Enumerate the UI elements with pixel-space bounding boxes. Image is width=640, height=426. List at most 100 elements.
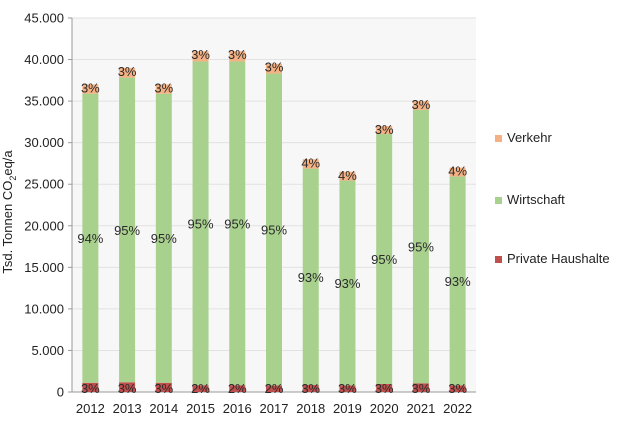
data-label-private-haushalte: 3% (412, 381, 431, 396)
bar-wirtschaft (192, 61, 209, 386)
bar-verkehr (449, 167, 466, 177)
data-label-verkehr: 3% (191, 47, 210, 62)
y-axis-label: Tsd. Tonnen CO2eq/a (0, 150, 18, 274)
data-label-wirtschaft: 95% (114, 223, 140, 238)
bar-verkehr (266, 63, 282, 74)
data-label-private-haushalte: 3% (81, 381, 100, 396)
bar-group-2021: 3% 95% 3% (408, 97, 434, 396)
legend-item-wirtschaft: Wirtschaft (495, 192, 565, 207)
bar-wirtschaft (302, 168, 319, 386)
y-tick-label: 35.000 (24, 94, 64, 109)
bar-private-haushalte (266, 385, 282, 392)
bar-private-haushalte (229, 385, 246, 392)
bar-group-2019: 3% 93% 4% (334, 168, 360, 396)
data-label-verkehr: 4% (301, 155, 320, 170)
bar-private-haushalte (155, 382, 172, 392)
y-tick-label: 10.000 (24, 301, 64, 316)
bar-group-2020: 3% 95% 3% (371, 122, 397, 396)
data-label-verkehr: 4% (448, 164, 467, 179)
bar-group-2014: 3% 95% 3% (151, 80, 177, 396)
x-tick-label: 2017 (260, 401, 289, 416)
data-label-wirtschaft: 95% (188, 216, 214, 231)
x-tick-label: 2021 (406, 401, 435, 416)
legend-swatch (495, 256, 502, 263)
bar-group-2017: 2% 95% 3% (261, 60, 287, 396)
data-label-verkehr: 3% (154, 80, 173, 95)
data-label-verkehr: 3% (412, 97, 431, 112)
data-label-private-haushalte: 3% (448, 381, 467, 396)
bar-private-haushalte (192, 385, 209, 392)
bar-group-2016: 2% 95% 3% (224, 47, 250, 396)
bar-group-2022: 3% 93% 4% (445, 164, 471, 396)
bar-group-2012: 3% 94% 3% (77, 80, 103, 396)
bar-wirtschaft (82, 93, 99, 383)
legend-label: Wirtschaft (507, 192, 565, 207)
bar-private-haushalte (449, 385, 466, 392)
data-label-wirtschaft: 94% (77, 231, 103, 246)
bar-wirtschaft (449, 176, 466, 386)
data-label-private-haushalte: 3% (301, 381, 320, 396)
data-label-private-haushalte: 3% (338, 381, 357, 396)
bar-verkehr (119, 67, 136, 78)
x-tick-label: 2014 (149, 401, 178, 416)
data-label-wirtschaft: 93% (298, 270, 324, 285)
x-tick-label: 2019 (333, 401, 362, 416)
x-tick-label: 2012 (76, 401, 105, 416)
bar-wirtschaft (119, 77, 136, 383)
data-label-verkehr: 3% (81, 80, 100, 95)
legend: Verkehr Wirtschaft Private Haushalte (495, 130, 610, 266)
legend-item-private-haushalte: Private Haushalte (495, 251, 610, 266)
x-tick-label: 2022 (443, 401, 472, 416)
legend-swatch (495, 135, 502, 142)
legend-label: Verkehr (507, 130, 552, 145)
y-axis-label-subscript: 2 (8, 176, 18, 181)
y-tick-label: 15.000 (24, 260, 64, 275)
data-label-wirtschaft: 95% (261, 222, 287, 237)
data-label-private-haushalte: 2% (228, 381, 247, 396)
data-label-verkehr: 3% (118, 64, 137, 79)
data-label-wirtschaft: 95% (224, 216, 250, 231)
data-label-wirtschaft: 95% (371, 252, 397, 267)
data-label-private-haushalte: 3% (118, 381, 137, 396)
bar-wirtschaft (339, 180, 356, 386)
x-axis-ticks: 2012 2013 2014 2015 2016 2017 2018 2019 2020 2021… (76, 401, 472, 416)
bar-wirtschaft (376, 134, 393, 385)
bar-verkehr (412, 101, 429, 110)
y-tick-label: 20.000 (24, 218, 64, 233)
bar-private-haushalte (82, 382, 99, 392)
data-label-wirtschaft: 95% (151, 231, 177, 246)
y-tick-label: 5.000 (31, 343, 64, 358)
legend-swatch (495, 197, 502, 204)
legend-label: Private Haushalte (507, 251, 610, 266)
y-tick-label: 30.000 (24, 135, 64, 150)
bar-group-2015: 2% 95% 3% (188, 47, 214, 396)
data-label-verkehr: 3% (265, 60, 284, 75)
bar-wirtschaft (266, 73, 282, 386)
data-label-private-haushalte: 3% (154, 381, 173, 396)
bar-wirtschaft (412, 109, 429, 384)
data-label-private-haushalte: 2% (265, 381, 284, 396)
bar-private-haushalte (376, 384, 393, 392)
bar-private-haushalte (302, 385, 319, 392)
data-label-wirtschaft: 93% (445, 274, 471, 289)
data-label-wirtschaft: 95% (408, 240, 434, 255)
y-tick-label: 40.000 (24, 52, 64, 67)
bar-verkehr (155, 84, 172, 94)
bar-verkehr (339, 171, 356, 181)
data-label-private-haushalte: 3% (375, 381, 394, 396)
bars: 3% 94% 3% 3% 95% 3% 3% 95% 3% 2% 95% 3% 2% 95% 3% 2% 95%… (77, 47, 471, 396)
data-label-verkehr: 3% (228, 47, 247, 62)
bar-private-haushalte (339, 385, 356, 392)
bar-verkehr (302, 159, 319, 169)
bar-verkehr (376, 126, 393, 135)
y-tick-label: 25.000 (24, 177, 64, 192)
bar-private-haushalte (412, 383, 429, 392)
x-tick-label: 2015 (186, 401, 215, 416)
data-label-private-haushalte: 2% (191, 381, 210, 396)
bar-verkehr (192, 51, 209, 62)
bar-verkehr (82, 84, 99, 94)
data-label-verkehr: 3% (375, 122, 394, 137)
legend-item-verkehr: Verkehr (495, 130, 552, 145)
y-axis-label-main: Tsd. Tonnen CO (0, 181, 15, 274)
